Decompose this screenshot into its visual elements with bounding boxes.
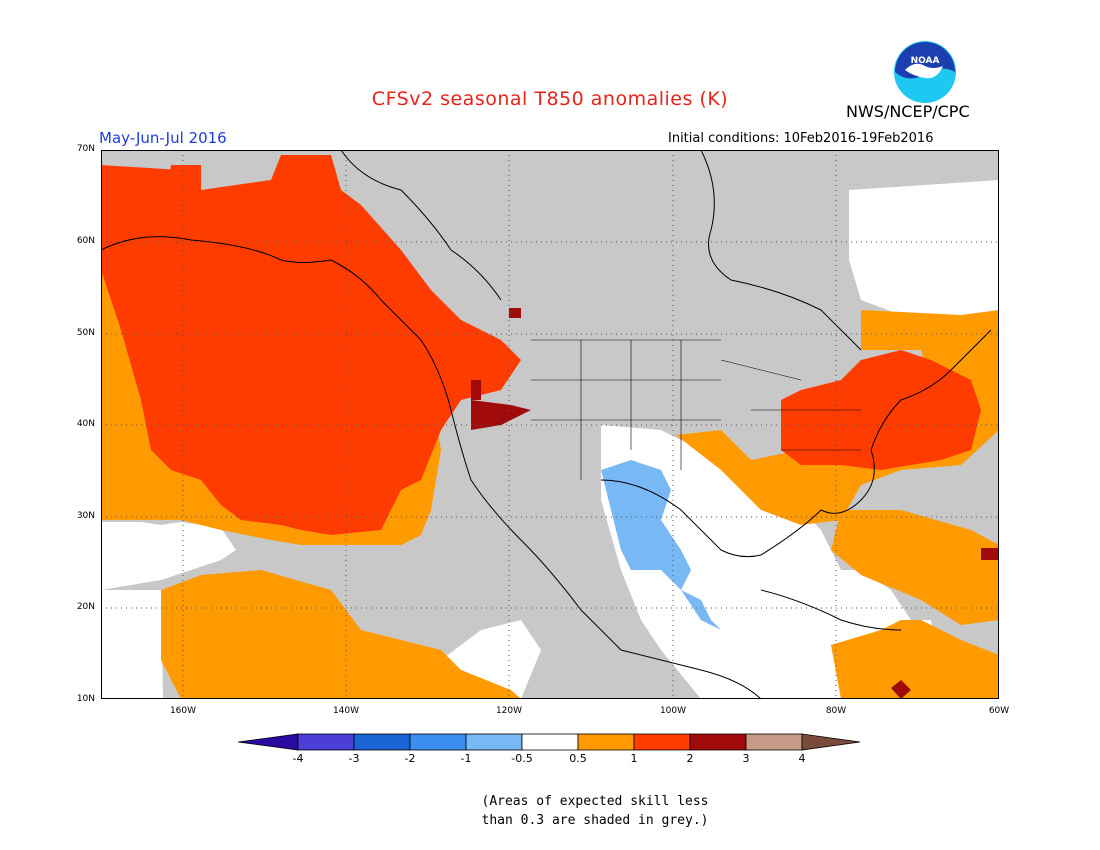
colorbar-label: -0.5 (511, 752, 533, 765)
near-normal-white-areas (101, 180, 999, 699)
lat-label-40n: 40N (76, 419, 95, 429)
initial-conditions-label: Initial conditions: 10Feb2016-19Feb2016 (668, 131, 934, 146)
skill-note: (Areas of expected skill less than 0.3 a… (440, 792, 750, 830)
logo-text: NOAA (911, 56, 940, 66)
lon-label-100w: 100W (659, 706, 687, 716)
colorbar-label: -2 (404, 752, 416, 765)
noaa-logo: NOAA (894, 41, 956, 103)
map-frame (101, 150, 999, 699)
lat-label-70n: 70N (76, 144, 95, 154)
colorbar-label: -4 (292, 752, 304, 765)
colorbar-label: 3 (742, 752, 750, 765)
colorbar-label: 0.5 (569, 752, 587, 765)
lat-label-20n: 20N (76, 602, 95, 612)
lat-label-30n: 30N (76, 511, 95, 521)
agency-label: NWS/NCEP/CPC (846, 102, 970, 121)
coastlines (101, 150, 992, 699)
lon-label-160w: 160W (169, 706, 197, 716)
colorbar-label: 1 (630, 752, 638, 765)
colorbar-label: -1 (460, 752, 472, 765)
colorbar-arrow-right (801, 733, 861, 751)
lon-label-140w: 140W (332, 706, 360, 716)
colorbar-arrow-left (238, 733, 299, 751)
anomaly-map (101, 150, 999, 699)
lat-label-50n: 50N (76, 328, 95, 338)
season-label: May-Jun-Jul 2016 (99, 129, 227, 147)
skill-note-line-1: (Areas of expected skill less (481, 794, 709, 809)
colorbar-label: 4 (798, 752, 806, 765)
lat-label-60n: 60N (76, 236, 95, 246)
lat-label-10n: 10N (76, 694, 95, 704)
anomaly-blue-areas (601, 460, 721, 630)
skill-note-line-2: than 0.3 are shaded in grey.) (481, 813, 709, 828)
anomaly-red-areas (101, 155, 981, 535)
colorbar-label: -3 (348, 752, 360, 765)
map-title: CFSv2 seasonal T850 anomalies (K) (371, 88, 729, 110)
state-borders (531, 339, 861, 480)
lon-label-80w: 80W (825, 706, 847, 716)
anomaly-darkred-areas (471, 308, 999, 699)
colorbar (238, 733, 861, 751)
colorbar-label: 2 (686, 752, 694, 765)
lon-label-60w: 60W (988, 706, 1010, 716)
lon-label-120w: 120W (495, 706, 523, 716)
